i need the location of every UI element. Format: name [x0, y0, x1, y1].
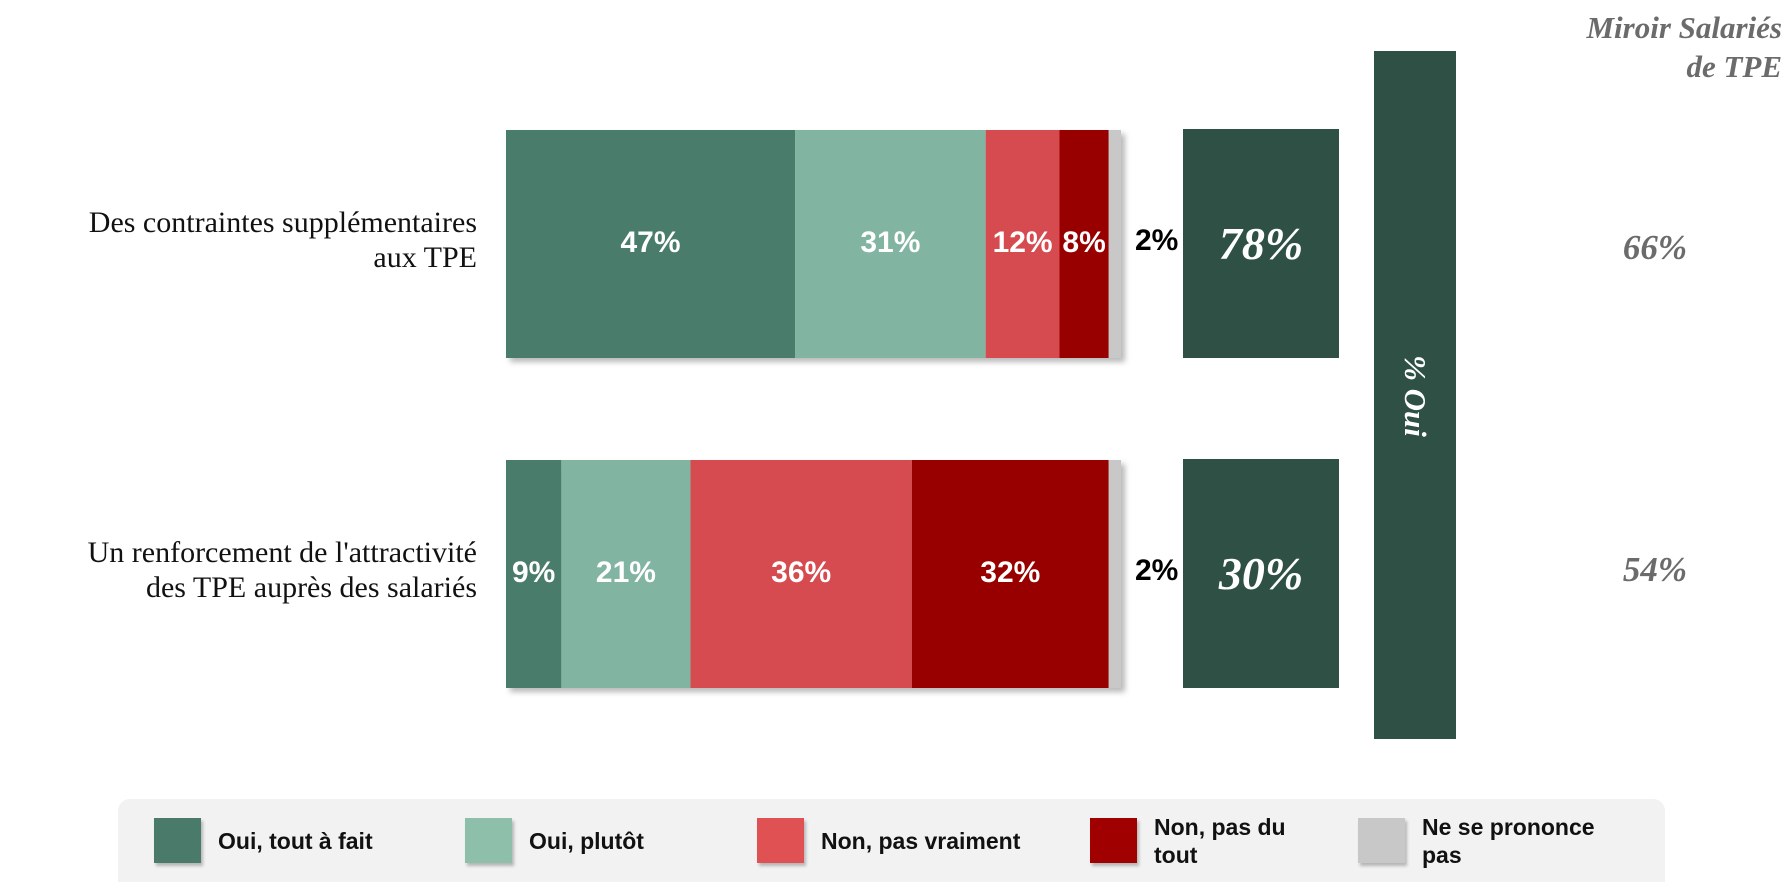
bar-label-1-4: 8%	[1062, 226, 1105, 259]
miroir-title: Miroir Salariés de TPE	[1490, 8, 1782, 86]
miroir-value-1: 66%	[1622, 228, 1688, 267]
bar-label-2-1: 9%	[512, 556, 555, 589]
miroir-title-line-1: Miroir Salariés	[1586, 10, 1782, 45]
category-label-2-line-1: Un renforcement de l'attractivité	[87, 536, 477, 569]
total-oui-value-1: 78%	[1218, 218, 1304, 269]
legend-label-oui-plutot: Oui, plutôt	[529, 827, 644, 854]
legend-label-ne-se-prononce-pas: Ne se prononce pas	[1422, 813, 1595, 868]
bar-row-1	[506, 130, 1121, 358]
legend-label-non-pas-vraiment: Non, pas vraiment	[821, 827, 1021, 854]
legend-swatch-oui-plutot	[465, 818, 512, 863]
category-label-1-line-1: Des contraintes supplémentaires	[88, 206, 477, 239]
total-oui-box-2: 30%	[1183, 459, 1339, 688]
legend-item-oui-plutot: Oui, plutôt	[465, 799, 709, 882]
bar-segment-1-2	[795, 130, 986, 358]
bar-label-2-5: 2%	[1135, 554, 1178, 587]
legend-swatch-ne-se-prononce-pas	[1358, 818, 1405, 863]
legend-swatch-oui-tout-a-fait	[154, 818, 201, 863]
bar-segment-1-5	[1108, 130, 1121, 358]
miroir-value-2: 54%	[1622, 550, 1688, 589]
bar-label-2-3: 36%	[771, 556, 831, 589]
bar-row-2	[506, 460, 1121, 688]
legend-swatch-non-pas-vraiment	[757, 818, 804, 863]
bar-label-1-2: 31%	[860, 226, 920, 259]
category-label-2-line-2: des TPE auprès des salariés	[145, 571, 477, 604]
bar-segment-2-2	[561, 460, 691, 688]
legend-item-non-pas-du-tout: Non, pas du tout	[1090, 799, 1309, 882]
category-label-1: Des contraintes supplémentaires aux TPE	[0, 205, 477, 275]
bar-label-2-2: 21%	[596, 556, 656, 589]
bar-segment-2-4	[911, 460, 1109, 688]
total-oui-header-label: % Oui	[1398, 355, 1433, 437]
bar-segment-1-4	[1059, 130, 1109, 358]
category-label-2: Un renforcement de l'attractivité des TP…	[0, 535, 477, 605]
bar-label-2-4: 32%	[980, 556, 1040, 589]
legend-swatch-non-pas-du-tout	[1090, 818, 1137, 863]
total-oui-header-bar: % Oui	[1374, 51, 1456, 739]
miroir-title-line-2: de TPE	[1686, 49, 1782, 84]
legend-item-non-pas-vraiment: Non, pas vraiment	[757, 799, 1051, 882]
bar-segment-2-3	[690, 460, 912, 688]
total-oui-box-1: 78%	[1183, 129, 1339, 358]
bar-segment-1-3	[985, 130, 1060, 358]
legend: Oui, tout à fait Oui, plutôt Non, pas vr…	[118, 799, 1665, 882]
bar-label-1-1: 47%	[621, 226, 681, 259]
legend-item-ne-se-prononce-pas: Ne se prononce pas	[1358, 799, 1622, 882]
category-label-1-line-2: aux TPE	[373, 241, 477, 274]
legend-label-oui-tout-a-fait: Oui, tout à fait	[218, 827, 373, 854]
bar-segment-1-1	[506, 130, 796, 358]
bar-segment-2-1	[506, 460, 562, 688]
bar-label-1-3: 12%	[993, 226, 1053, 259]
bar-segment-2-5	[1108, 460, 1121, 688]
bar-label-1-5: 2%	[1135, 224, 1178, 257]
legend-label-non-pas-du-tout: Non, pas du tout	[1154, 813, 1286, 868]
total-oui-value-2: 30%	[1218, 548, 1304, 599]
legend-item-oui-tout-a-fait: Oui, tout à fait	[154, 799, 398, 882]
